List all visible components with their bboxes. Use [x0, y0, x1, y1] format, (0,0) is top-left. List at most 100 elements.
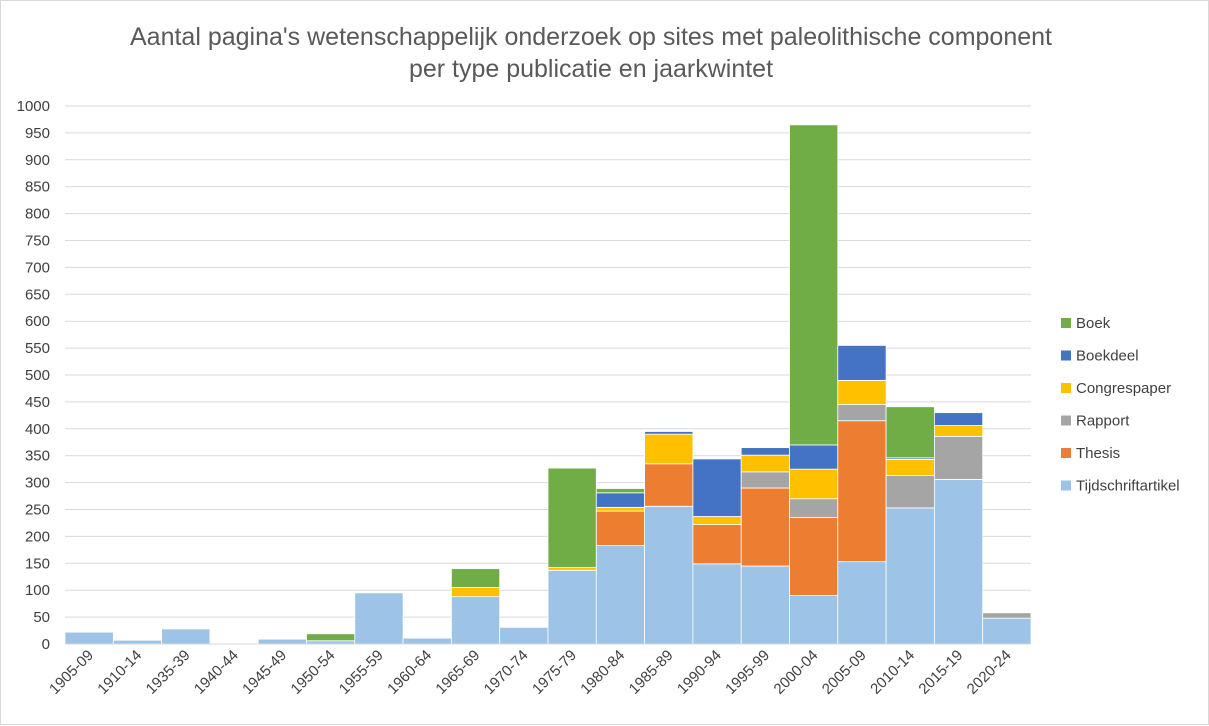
- legend-swatch-thesis: [1061, 448, 1071, 458]
- bars: [64, 124, 1032, 645]
- bar-segment-thesis-1995-99: [740, 487, 790, 567]
- x-tick-label: 1975-79: [529, 647, 580, 698]
- bar-segment-boek-1950-54: [306, 633, 356, 642]
- bar-segment-congrespaper-1980-84: [595, 506, 645, 512]
- bar-segment-boekdeel-1995-99: [740, 447, 790, 456]
- bar-segment-tijdschriftartikel-1995-99: [740, 565, 790, 645]
- y-tick-label: 400: [25, 421, 50, 438]
- y-tick-label: 1000: [17, 98, 50, 115]
- chart-title-line-2: per type publicatie en jaarkwintet: [409, 55, 773, 83]
- y-tick-label: 900: [25, 152, 50, 169]
- x-tick-label: 2020-24: [964, 647, 1015, 698]
- chart-title: Aantal pagina's wetenschappelijk onderzo…: [130, 23, 1052, 83]
- y-tick-label: 450: [25, 394, 50, 411]
- y-axis-tick-labels: 0 50 100 150 200 250 300 350 400 450 500 550 600 650 7…: [17, 98, 50, 653]
- bar-segment-tijdschriftartikel-1960-64: [402, 637, 452, 645]
- bar-segment-congrespaper-2000-04: [789, 468, 839, 500]
- bar-segment-boekdeel-1990-94: [692, 458, 742, 517]
- bar-segment-rapport-2000-04: [789, 498, 839, 518]
- bar-segment-boekdeel-2000-04: [789, 444, 839, 470]
- bar-segment-congrespaper-1990-94: [692, 516, 742, 525]
- y-tick-label: 0: [42, 636, 50, 653]
- bar-segment-boek-2000-04: [789, 124, 839, 446]
- bar-segment-thesis-1985-89: [644, 463, 694, 507]
- x-tick-label: 1910-14: [94, 647, 145, 698]
- x-tick-label: 1935-39: [143, 647, 194, 698]
- legend-label-rapport: Rapport: [1076, 413, 1130, 430]
- bar-segment-boek-1980-84: [595, 488, 645, 494]
- legend-swatch-congrespaper: [1061, 383, 1071, 393]
- legend-label-tijdschriftartikel: Tijdschriftartikel: [1076, 478, 1180, 495]
- x-tick-label: 1995-99: [722, 647, 773, 698]
- y-tick-label: 250: [25, 502, 50, 519]
- y-tick-label: 650: [25, 286, 50, 303]
- bar-segment-congrespaper-1975-79: [547, 567, 597, 571]
- y-tick-label: 600: [25, 313, 50, 330]
- bar-segment-boek-2010-14: [885, 406, 935, 459]
- bar-segment-tijdschriftartikel-2020-24: [982, 617, 1032, 645]
- bar-segment-rapport-2020-24: [982, 612, 1032, 619]
- bar-segment-tijdschriftartikel-1990-94: [692, 563, 742, 645]
- bar-segment-tijdschriftartikel-1910-14: [112, 639, 163, 645]
- y-tick-label: 200: [25, 528, 50, 545]
- x-tick-label: 1985-89: [626, 647, 677, 698]
- bar-segment-congrespaper-1985-89: [644, 433, 694, 465]
- bar-segment-tijdschriftartikel-1965-69: [450, 596, 501, 645]
- bar-segment-congrespaper-1995-99: [740, 454, 790, 473]
- y-tick-label: 150: [25, 555, 50, 572]
- legend-label-congrespaper: Congrespaper: [1076, 380, 1171, 397]
- x-tick-label: 1945-49: [239, 647, 290, 698]
- bar-segment-thesis-2000-04: [789, 517, 839, 596]
- legend-swatch-rapport: [1061, 415, 1071, 426]
- x-tick-label: 2010-14: [867, 647, 918, 698]
- x-tick-label: 1955-59: [336, 647, 387, 698]
- legend-label-boekdeel: Boekdeel: [1076, 348, 1139, 365]
- bar-segment-tijdschriftartikel-1945-49: [257, 638, 307, 645]
- bar-segment-tijdschriftartikel-1975-79: [547, 569, 597, 645]
- y-tick-label: 850: [25, 179, 50, 196]
- x-tick-label: 1950-54: [288, 647, 339, 698]
- bar-segment-tijdschriftartikel-2010-14: [885, 507, 935, 645]
- bar-segment-rapport-2015-19: [934, 435, 984, 480]
- x-tick-label: 2000-04: [771, 647, 822, 698]
- bar-segment-boekdeel-1985-89: [644, 431, 694, 435]
- bar-segment-tijdschriftartikel-2000-04: [789, 595, 839, 645]
- bar-segment-boekdeel-2005-09: [837, 345, 887, 381]
- gridlines: [65, 105, 1031, 618]
- legend-swatch-boekdeel: [1061, 350, 1071, 361]
- bar-segment-thesis-1980-84: [595, 510, 645, 546]
- bar-segment-tijdschriftartikel-1980-84: [595, 545, 645, 645]
- y-tick-label: 800: [25, 206, 50, 223]
- x-tick-label: 1980-84: [577, 647, 628, 698]
- bar-segment-tijdschriftartikel-1935-39: [161, 628, 211, 645]
- bar-segment-boek-1975-79: [547, 467, 597, 569]
- x-tick-label: 1905-09: [46, 647, 97, 698]
- bar-segment-boekdeel-2015-19: [934, 412, 984, 426]
- chart-title-line-1: Aantal pagina's wetenschappelijk onderzo…: [130, 23, 1052, 51]
- bar-segment-congrespaper-1965-69: [450, 587, 501, 598]
- y-tick-label: 550: [25, 340, 50, 357]
- y-tick-label: 300: [25, 475, 50, 492]
- bar-segment-tijdschriftartikel-2015-19: [934, 478, 984, 645]
- bar-segment-congrespaper-2010-14: [885, 459, 935, 477]
- x-tick-label: 1970-74: [481, 647, 532, 698]
- bar-segment-thesis-2005-09: [837, 420, 887, 563]
- legend-swatch-boek: [1061, 318, 1071, 328]
- legend-label-thesis: Thesis: [1076, 445, 1120, 462]
- bar-segment-tijdschriftartikel-1955-59: [354, 592, 404, 645]
- y-tick-label: 100: [25, 582, 50, 599]
- x-tick-label: 2005-09: [819, 647, 870, 698]
- bar-segment-congrespaper-2015-19: [934, 425, 984, 437]
- y-tick-label: 750: [25, 233, 50, 250]
- x-tick-label: 1965-69: [432, 647, 483, 698]
- x-tick-label: 2015-19: [915, 647, 966, 698]
- bar-segment-tijdschriftartikel-1970-74: [499, 626, 549, 645]
- bar-segment-congrespaper-2005-09: [837, 379, 887, 405]
- bar-segment-boek-1965-69: [450, 568, 501, 588]
- bar-segment-thesis-1990-94: [692, 524, 742, 565]
- bar-segment-rapport-1995-99: [740, 471, 790, 489]
- bar-segment-rapport-2010-14: [885, 475, 935, 509]
- legend: Boek Boekdeel Congrespaper Rapport Thesis Tij…: [1061, 315, 1180, 495]
